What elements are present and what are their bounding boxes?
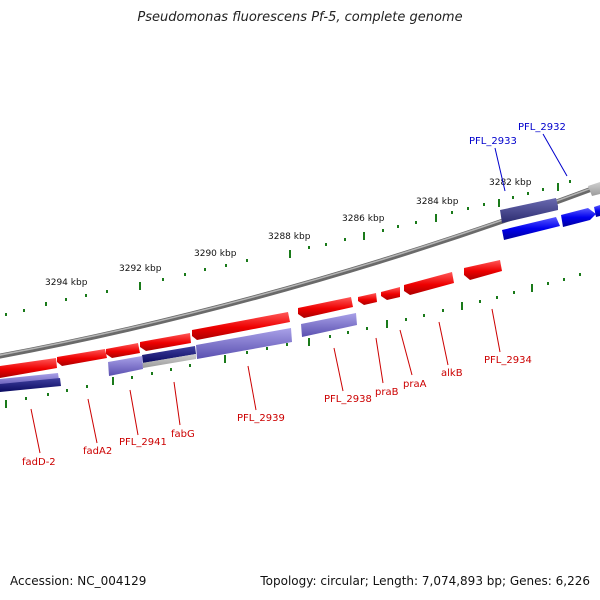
gene-pfl-2939[interactable] — [192, 312, 290, 340]
gene-label-fabg: fabG — [171, 429, 195, 440]
gene-fadd2[interactable] — [0, 358, 57, 378]
gene-pfl-2941[interactable] — [106, 343, 140, 358]
gene-label-pfl-2933: PFL_2933 — [469, 136, 517, 147]
cds-pfl-2938[interactable] — [301, 313, 357, 337]
gene-label-prab: praB — [375, 387, 399, 398]
gene-praa[interactable] — [381, 287, 400, 300]
gene-pfl-2932[interactable] — [561, 208, 596, 227]
gene-label-alkb: alkB — [441, 368, 463, 379]
gene-fabg[interactable] — [140, 333, 191, 351]
gene-pfl-2938[interactable] — [298, 297, 353, 318]
gene-grey-segment — [588, 182, 600, 196]
cds-fadd2-dark[interactable] — [0, 378, 61, 392]
scale-label-3292: 3292 kbp — [119, 264, 162, 274]
gene-label-fada2: fadA2 — [83, 446, 112, 457]
gene-leader-lines-blue — [494, 133, 568, 192]
gene-fada2[interactable] — [57, 349, 107, 366]
gene-label-fadd2: fadD-2 — [22, 457, 56, 468]
outer-scale-ticks — [5, 180, 571, 316]
gene-label-pfl-2938: PFL_2938 — [324, 394, 372, 405]
inner-scale-ticks — [5, 273, 581, 408]
map-title: Pseudomonas fluorescens Pf-5, complete g… — [137, 10, 463, 25]
topology-text: Topology: circular; Length: 7,074,893 bp… — [260, 574, 590, 588]
gene-leader-lines — [30, 308, 501, 454]
gene-label-praa: praA — [403, 379, 427, 390]
gene-label-pfl-2941: PFL_2941 — [119, 437, 167, 448]
scale-label-3286: 3286 kbp — [342, 214, 385, 224]
gene-pfl-2931[interactable] — [594, 205, 600, 217]
gene-pfl-2934[interactable] — [464, 260, 502, 280]
accession-text: Accession: NC_004129 — [10, 574, 147, 588]
scale-label-3284: 3284 kbp — [416, 197, 459, 207]
scale-label-3288: 3288 kbp — [268, 232, 311, 242]
cds-pfl-2941[interactable] — [108, 356, 143, 376]
gene-pfl-2933[interactable] — [502, 217, 560, 240]
cds-fabg[interactable] — [142, 346, 196, 363]
gene-label-pfl-2939: PFL_2939 — [237, 413, 285, 424]
gene-pfl-2933-top[interactable] — [500, 198, 558, 223]
cds-pfl-2939[interactable] — [196, 328, 292, 359]
cds-fabg-grey — [142, 354, 196, 368]
gene-alkb[interactable] — [404, 272, 454, 295]
scale-label-3282: 3282 kbp — [489, 178, 532, 188]
gene-label-pfl-2934: PFL_2934 — [484, 355, 532, 366]
gene-label-pfl-2932: PFL_2932 — [518, 122, 566, 133]
gene-prab[interactable] — [358, 293, 377, 305]
scale-label-3290: 3290 kbp — [194, 249, 237, 259]
scale-label-3294: 3294 kbp — [45, 278, 88, 288]
